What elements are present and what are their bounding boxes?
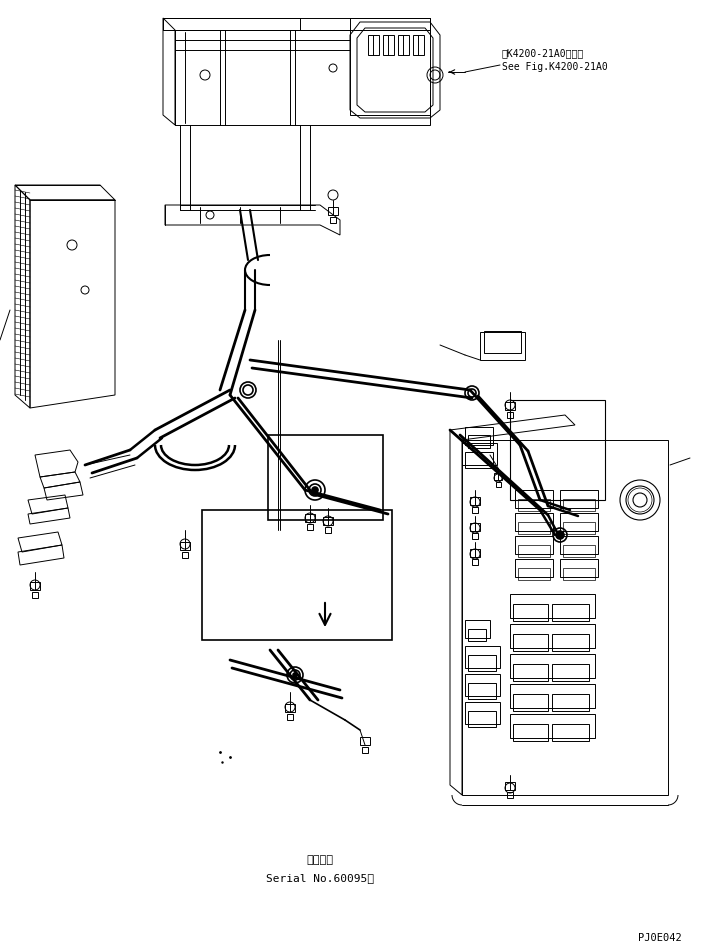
Bar (268, 435, 383, 520)
Bar (468, 683, 496, 699)
Bar (513, 694, 548, 711)
Bar (552, 664, 589, 681)
Bar (515, 490, 553, 508)
Bar (470, 549, 480, 557)
Bar (510, 594, 595, 618)
Bar (552, 694, 589, 711)
Bar (465, 427, 493, 445)
Bar (362, 747, 368, 753)
Circle shape (312, 487, 318, 493)
Bar (468, 435, 490, 448)
Bar (518, 545, 550, 557)
Bar (413, 35, 424, 55)
Bar (513, 604, 548, 621)
Text: PJ0E042: PJ0E042 (638, 933, 682, 943)
Bar (507, 792, 513, 798)
Bar (323, 517, 333, 525)
Bar (518, 522, 550, 534)
Bar (515, 559, 553, 577)
Bar (360, 737, 370, 745)
Bar (32, 592, 38, 598)
Circle shape (293, 673, 297, 677)
Bar (560, 513, 598, 531)
Bar (513, 634, 548, 651)
Bar (510, 684, 595, 708)
Bar (468, 655, 496, 671)
Bar (182, 552, 188, 558)
Bar (563, 522, 595, 534)
Bar (552, 604, 589, 621)
Bar (462, 443, 497, 465)
Bar (494, 473, 502, 480)
Bar (328, 207, 338, 215)
Bar (368, 35, 379, 55)
Bar (470, 523, 480, 531)
Bar (398, 35, 409, 55)
Bar (515, 513, 553, 531)
Bar (515, 536, 553, 554)
Bar (496, 482, 501, 487)
Bar (505, 402, 515, 410)
Text: Serial No.60095～: Serial No.60095～ (266, 873, 374, 883)
Bar (325, 527, 331, 533)
Bar (518, 568, 550, 580)
Bar (180, 542, 190, 550)
Bar (505, 782, 515, 790)
Bar (465, 674, 500, 696)
Bar (472, 507, 478, 513)
Bar (470, 497, 480, 505)
Bar (484, 331, 521, 353)
Circle shape (556, 531, 564, 539)
Bar (330, 217, 336, 223)
Bar (383, 35, 394, 55)
Bar (202, 510, 392, 640)
Bar (465, 620, 490, 638)
Bar (510, 654, 595, 678)
Bar (468, 629, 486, 641)
Bar (560, 490, 598, 508)
Bar (305, 514, 315, 522)
Bar (285, 704, 295, 712)
Bar (480, 332, 525, 360)
Bar (513, 664, 548, 681)
Text: 第K4200-21A0図参照: 第K4200-21A0図参照 (502, 48, 584, 58)
Bar (465, 452, 493, 468)
Bar (560, 559, 598, 577)
Bar (563, 568, 595, 580)
Bar (560, 536, 598, 554)
Bar (507, 412, 513, 418)
Bar (563, 499, 595, 511)
Bar (513, 724, 548, 741)
Bar (465, 646, 500, 668)
Bar (563, 545, 595, 557)
Text: 適用号機: 適用号機 (306, 855, 334, 865)
Bar (287, 714, 293, 720)
Bar (30, 582, 40, 590)
Bar (552, 724, 589, 741)
Bar (307, 524, 313, 530)
Bar (510, 624, 595, 648)
Bar (552, 634, 589, 651)
Bar (468, 711, 496, 727)
Circle shape (633, 493, 647, 507)
Bar (510, 400, 605, 500)
Bar (465, 702, 500, 724)
Bar (518, 499, 550, 511)
Bar (510, 714, 595, 738)
Bar (472, 559, 478, 565)
Bar (472, 533, 478, 539)
Text: See Fig.K4200-21A0: See Fig.K4200-21A0 (502, 62, 608, 72)
